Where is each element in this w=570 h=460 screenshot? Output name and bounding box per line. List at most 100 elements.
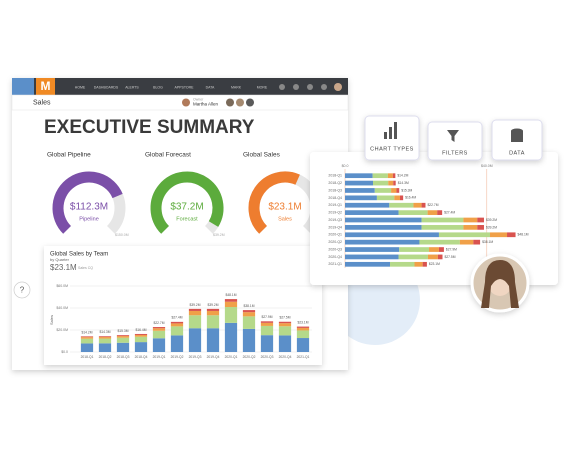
tab-label[interactable]: DATA: [509, 150, 525, 156]
bar-segment: [507, 232, 516, 238]
data-label: $16.4M: [405, 196, 416, 200]
bar-segment: [98, 338, 112, 344]
bar-segment: [421, 217, 464, 223]
bar-segment: [414, 261, 423, 267]
x-tick-label: 2019-Q4: [207, 355, 220, 359]
bar-segment: [170, 326, 184, 336]
data-label: $14.3M: [398, 181, 409, 185]
logo-box: [36, 78, 55, 95]
bar-segment: [116, 342, 130, 352]
bar-segment: [396, 188, 400, 193]
bar-segment: [388, 180, 394, 186]
bar-segment: [152, 338, 166, 352]
settings-icon[interactable]: [321, 84, 327, 90]
bar-segment: [345, 217, 422, 223]
add-icon[interactable]: [293, 84, 299, 90]
bar-segment: [394, 195, 400, 201]
x-tick-label: 2018-Q3: [117, 355, 130, 359]
bar-segment: [206, 310, 220, 316]
data-label: $22.7M: [154, 321, 165, 325]
y-tick-label: 2018-Q4: [328, 196, 342, 200]
y-tick-label: 2019-Q1: [328, 203, 342, 207]
bar-segment: [260, 321, 274, 323]
bar-segment: [391, 188, 397, 193]
y-tick-label: 2020-Q1: [328, 233, 342, 237]
bar-segment: [278, 323, 292, 327]
bar-segment: [98, 336, 112, 338]
help-icon[interactable]: [307, 84, 313, 90]
bar-segment: [422, 261, 427, 267]
share-avatar: [226, 98, 234, 107]
x-tick-label: 2020-Q1: [225, 355, 238, 359]
bar-segment: [399, 195, 404, 201]
help-text[interactable]: ?: [20, 286, 25, 295]
y-tick-label: $0.0: [61, 350, 68, 354]
bar-segment: [345, 202, 390, 208]
data-label: $23.1M: [429, 262, 440, 266]
nav-item: DASHBOARDS: [94, 85, 119, 89]
help-button[interactable]: [13, 281, 31, 299]
bar-segment: [188, 328, 202, 352]
gauge-value: $37.2M: [170, 202, 203, 213]
bar-segment: [170, 335, 184, 352]
tab-icon: [384, 132, 387, 139]
bar-segment: [242, 310, 256, 313]
data-label: $39.2M: [208, 303, 219, 307]
y-tick-label: 2018-Q1: [328, 174, 342, 178]
data-label: $14.2M: [397, 174, 408, 178]
bar-segment: [345, 261, 391, 267]
y-tick-label: 2019-Q2: [328, 211, 342, 215]
x-tick-label: 2019-Q2: [171, 355, 184, 359]
x-tick-label: 2020-Q3: [261, 355, 274, 359]
tab-label[interactable]: FILTERS: [442, 150, 468, 156]
bar-segment: [188, 310, 202, 316]
bar-segment: [80, 338, 94, 344]
tab-label[interactable]: CHART TYPES: [370, 146, 414, 152]
apps-button[interactable]: [12, 78, 34, 95]
summary-value: $23.1M: [50, 263, 77, 272]
bar-segment: [463, 217, 478, 223]
gauge-title: Global Sales: [243, 152, 281, 159]
bar-segment: [421, 202, 426, 208]
data-label: $48.1M: [226, 293, 237, 297]
summary-label: Sales CQ: [78, 266, 93, 270]
data-label: $23.1M: [298, 320, 309, 324]
bar-segment: [80, 336, 94, 338]
bar-segment: [278, 321, 292, 324]
gauges: Global Pipeline $112.3M Pipeline $150.0M Glo…: [47, 152, 323, 237]
gauge-title: Global Forecast: [145, 152, 191, 159]
x-tick-label: 2020-Q4: [279, 355, 292, 359]
x-tick-label: 2019-Q3: [189, 355, 202, 359]
bar-chart: $0.0 $20.0M $40.0M $60.0M 2018-Q1 $14.2M 2018-…: [56, 284, 312, 359]
data-label: $14.3M: [100, 330, 111, 334]
bar-segment: [206, 315, 220, 329]
user-avatar[interactable]: [334, 83, 342, 91]
data-label: $39.2M: [190, 303, 201, 307]
bar-segment: [389, 202, 414, 208]
nav-item: MARK: [231, 85, 242, 89]
data-label: $38.1M: [482, 240, 493, 244]
y-tick-label: 2018-Q2: [328, 181, 342, 185]
data-label: $16.4M: [136, 328, 147, 332]
gauge-max: $150.0M: [115, 233, 129, 237]
data-label: $39.2M: [486, 225, 497, 229]
share-avatar: [246, 98, 254, 107]
bar-segment: [116, 337, 130, 343]
bar-segment: [427, 254, 438, 260]
logo: M: [41, 79, 51, 93]
search-icon[interactable]: [279, 84, 285, 90]
bar-segment: [80, 337, 94, 339]
gauge-caption: Forecast: [176, 216, 198, 222]
bar-segment: [345, 173, 373, 179]
bar-segment: [419, 239, 460, 245]
tab[interactable]: [427, 121, 483, 161]
nav-item: MORE: [257, 85, 268, 89]
gauge-caption: Sales: [278, 216, 292, 222]
y-tick-label: $20.0M: [56, 328, 68, 332]
data-label: $27.5M: [280, 316, 291, 320]
bar-segment: [345, 225, 422, 230]
dashboard-name: Sales: [33, 99, 51, 106]
bar-segment: [345, 180, 374, 186]
bar-segment: [372, 173, 388, 179]
